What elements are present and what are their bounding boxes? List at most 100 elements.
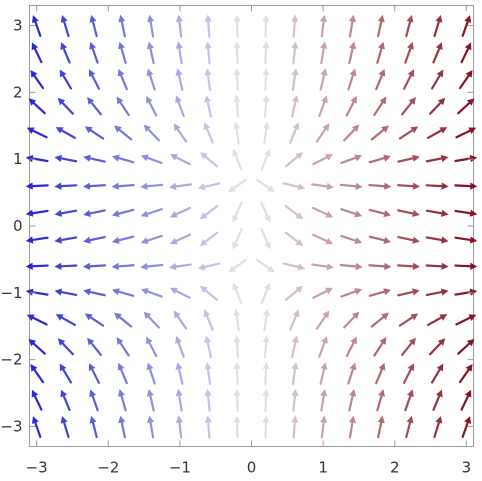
arrow-shaft	[376, 47, 383, 64]
arrow-shaft	[320, 20, 325, 38]
arrow-head	[83, 209, 91, 217]
vector-arrow-3-7	[111, 208, 135, 218]
vector-arrow-15-8	[454, 236, 478, 244]
vector-arrow-11-15	[348, 415, 356, 439]
arrow-shaft	[88, 157, 106, 163]
arrow-shaft	[318, 341, 326, 358]
arrow-head	[321, 95, 328, 104]
arrow-shaft	[177, 100, 185, 118]
arrow-shaft	[292, 47, 296, 65]
arrow-head	[233, 68, 241, 76]
arrow-head	[60, 389, 68, 398]
arrow-head	[412, 236, 420, 244]
arrow-shaft	[282, 262, 300, 269]
vector-arrow-3-3	[116, 96, 130, 117]
vector-arrow-5-0	[175, 14, 183, 38]
arrow-shaft	[63, 421, 70, 439]
arrow-head	[30, 363, 38, 372]
vector-arrow-8-12	[262, 335, 270, 359]
arrow-shaft	[460, 47, 470, 64]
vector-arrow-1-5	[54, 154, 78, 163]
vector-arrow-15-12	[457, 338, 475, 355]
arrow-head	[60, 415, 68, 424]
arrow-head	[175, 41, 183, 49]
arrow-shaft	[377, 421, 383, 439]
arrow-head	[114, 312, 122, 320]
arrow-head	[197, 263, 206, 271]
arrow-head	[31, 42, 39, 51]
arrow-shaft	[454, 184, 472, 188]
arrow-head	[383, 210, 392, 218]
arrow-shaft	[148, 368, 156, 385]
arrow-head	[320, 415, 328, 423]
vector-arrow-2-5	[83, 154, 106, 163]
arrow-shaft	[175, 156, 191, 166]
arrow-shaft	[425, 157, 443, 163]
arrow-shaft	[458, 74, 470, 90]
arrow-head	[378, 362, 386, 371]
vector-arrow-13-4	[398, 126, 419, 140]
arrow-shaft	[368, 208, 386, 215]
arrow-shaft	[234, 154, 243, 171]
vector-arrow-7-4	[233, 121, 241, 145]
arrow-shaft	[31, 129, 48, 139]
arrow-head	[30, 69, 38, 78]
vector-arrow-4-10	[140, 288, 163, 298]
vector-arrow-8-9	[255, 258, 275, 273]
vector-arrow-13-15	[405, 415, 414, 439]
arrow-head	[325, 154, 333, 161]
arrow-shaft	[345, 341, 355, 358]
arrow-head	[204, 94, 212, 103]
vector-arrow-8-6	[255, 178, 275, 193]
vector-arrow-9-8	[284, 231, 304, 247]
x-tick-label: 1	[318, 459, 328, 477]
arrow-head	[264, 214, 271, 223]
arrow-shaft	[292, 394, 296, 412]
arrow-shaft	[368, 157, 386, 164]
arrow-shaft	[312, 156, 328, 166]
arrow-shaft	[119, 368, 128, 385]
arrow-head	[140, 210, 149, 218]
arrow-head	[169, 211, 178, 218]
arrow-head	[28, 338, 37, 347]
vector-arrow-2-12	[87, 337, 102, 356]
arrow-head	[146, 388, 154, 397]
arrow-head	[228, 185, 236, 193]
arrow-head	[354, 154, 363, 162]
arrow-head	[292, 309, 300, 318]
vector-arrow-1-14	[60, 389, 71, 411]
vector-arrow-0-0	[31, 15, 42, 38]
arrow-head	[407, 69, 415, 78]
vector-arrow-0-14	[31, 389, 43, 411]
arrow-head	[233, 41, 241, 49]
vector-arrow-15-15	[461, 416, 472, 438]
arrow-head	[469, 288, 478, 296]
vector-arrow-7-9	[228, 258, 248, 273]
arrow-head	[54, 288, 63, 296]
arrow-shaft	[339, 263, 357, 268]
arrow-shaft	[398, 316, 414, 327]
arrow-shaft	[117, 290, 135, 297]
vector-arrow-13-13	[402, 363, 415, 384]
arrow-head	[54, 262, 62, 270]
arrow-shaft	[397, 157, 415, 163]
arrow-head	[297, 183, 306, 191]
vector-arrow-7-12	[233, 335, 241, 359]
vector-arrow-11-8	[340, 234, 363, 245]
arrow-head	[379, 96, 387, 105]
arrow-head	[322, 123, 330, 132]
arrow-shaft	[458, 368, 470, 384]
arrow-head	[89, 415, 97, 424]
arrow-shaft	[117, 157, 135, 164]
arrow-shaft	[397, 209, 415, 215]
arrow-head	[291, 14, 299, 22]
arrow-head	[379, 337, 387, 345]
arrow-head	[466, 338, 475, 347]
arrow-head	[406, 415, 414, 424]
arrow-shaft	[402, 74, 412, 90]
arrow-head	[147, 14, 155, 23]
arrow-head	[117, 362, 125, 371]
arrow-head	[140, 182, 148, 190]
arrow-head	[199, 238, 208, 247]
arrow-shaft	[174, 183, 192, 188]
